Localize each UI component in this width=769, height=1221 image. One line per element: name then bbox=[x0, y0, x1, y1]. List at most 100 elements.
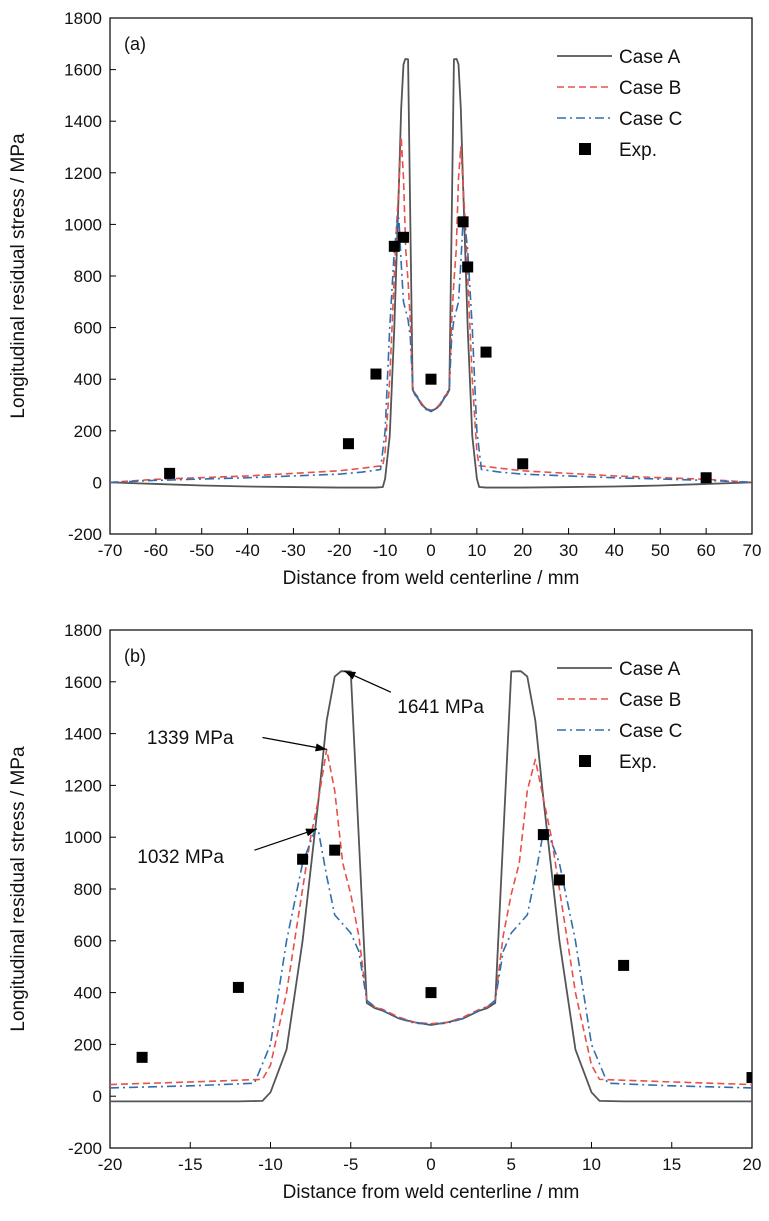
x-tick-label: 20 bbox=[743, 1155, 762, 1174]
exp-marker bbox=[232, 981, 244, 993]
x-tick-label: -20 bbox=[327, 541, 352, 560]
y-tick-label: 200 bbox=[74, 422, 102, 441]
exp-marker bbox=[329, 844, 341, 856]
y-tick-label: 800 bbox=[74, 880, 102, 899]
exp-marker bbox=[370, 368, 382, 380]
exp-marker bbox=[164, 467, 176, 479]
series-line-case-c bbox=[110, 215, 752, 484]
y-tick-label: 1000 bbox=[64, 828, 102, 847]
legend-label: Case B bbox=[619, 690, 681, 711]
y-tick-label: 600 bbox=[74, 319, 102, 338]
exp-marker bbox=[537, 829, 549, 841]
exp-marker bbox=[553, 874, 565, 886]
x-tick-label: -40 bbox=[235, 541, 260, 560]
legend-swatch bbox=[579, 143, 591, 155]
x-tick-label: -10 bbox=[373, 541, 398, 560]
legend: Case A Case B Case C Exp. bbox=[557, 659, 682, 773]
y-tick-label: 1000 bbox=[64, 215, 102, 234]
x-tick-label: -20 bbox=[98, 1155, 123, 1174]
panel-b: -20 -15 -10 -5 0 5 10 15 20 -200 0 200 400 600 800 1000… bbox=[8, 621, 761, 1203]
legend: Case A Case B Case C Exp. bbox=[557, 47, 682, 161]
y-tick-label: 0 bbox=[93, 1087, 102, 1106]
exp-marker bbox=[618, 959, 630, 971]
x-tick-label: 20 bbox=[513, 541, 532, 560]
legend-swatch bbox=[579, 755, 591, 767]
x-tick-label: -5 bbox=[343, 1155, 358, 1174]
annotation-arrow bbox=[254, 828, 318, 851]
y-tick-label: 200 bbox=[74, 1035, 102, 1054]
x-tick-label: 15 bbox=[662, 1155, 681, 1174]
exp-marker bbox=[746, 1072, 752, 1084]
y-tick-label: 0 bbox=[93, 473, 102, 492]
x-tick-label: -15 bbox=[178, 1155, 203, 1174]
y-axis-label: Longitudinal residual stress / MPa bbox=[8, 746, 29, 1032]
x-tick-label: 10 bbox=[467, 541, 486, 560]
legend-label: Case B bbox=[619, 78, 681, 99]
plot-area bbox=[110, 58, 752, 489]
exp-marker bbox=[425, 373, 437, 385]
plot-area bbox=[110, 670, 752, 1103]
annotation-label: 1339 MPa bbox=[147, 728, 234, 749]
x-tick-label: -60 bbox=[144, 541, 169, 560]
legend-label: Exp. bbox=[619, 140, 657, 161]
annotation-label: 1032 MPa bbox=[137, 847, 224, 868]
exp-marker bbox=[342, 438, 354, 450]
exp-marker bbox=[457, 216, 469, 228]
x-tick-label: -10 bbox=[258, 1155, 283, 1174]
x-tick-label: 60 bbox=[697, 541, 716, 560]
legend-label: Exp. bbox=[619, 752, 657, 773]
y-tick-label: 1800 bbox=[64, 9, 102, 28]
legend-label: Case C bbox=[619, 109, 682, 130]
y-tick-label: 1800 bbox=[64, 621, 102, 640]
x-tick-label: -30 bbox=[281, 541, 306, 560]
y-tick-label: 1400 bbox=[64, 112, 102, 131]
x-tick-label: 50 bbox=[651, 541, 670, 560]
y-tick-label: 400 bbox=[74, 370, 102, 389]
series-line-case-b bbox=[110, 136, 752, 484]
x-tick-label: 70 bbox=[743, 541, 762, 560]
x-axis-label: Distance from weld centerline / mm bbox=[283, 568, 580, 589]
x-axis-label: Distance from weld centerline / mm bbox=[283, 1182, 580, 1203]
x-tick-label: 5 bbox=[507, 1155, 516, 1174]
legend-label: Case C bbox=[619, 721, 682, 742]
y-tick-label: 1200 bbox=[64, 164, 102, 183]
exp-marker bbox=[297, 853, 309, 865]
legend-label: Case A bbox=[619, 47, 681, 68]
x-tick-label: -70 bbox=[98, 541, 123, 560]
panel-label: (b) bbox=[124, 646, 146, 666]
exp-marker bbox=[136, 1051, 148, 1063]
x-tick-label: 40 bbox=[605, 541, 624, 560]
annotation-arrowhead bbox=[305, 828, 318, 837]
x-tick-label: 30 bbox=[559, 541, 578, 560]
y-tick-label: 400 bbox=[74, 984, 102, 1003]
y-tick-label: 1400 bbox=[64, 725, 102, 744]
series-line-case-c bbox=[110, 828, 752, 1089]
panel-a: -70 -60 -50 -40 -30 -20 -10 0 10 20 30 40 50 60 70 -200… bbox=[8, 9, 761, 589]
annotation-arrowhead bbox=[315, 743, 327, 752]
exp-marker bbox=[388, 240, 400, 252]
legend-label: Case A bbox=[619, 659, 681, 680]
y-axis-label: Longitudinal residual stress / MPa bbox=[8, 133, 29, 419]
exp-marker bbox=[462, 261, 474, 273]
y-tick-label: 1600 bbox=[64, 61, 102, 80]
exp-marker bbox=[517, 458, 529, 470]
y-tick-label: -200 bbox=[68, 1139, 102, 1158]
exp-marker bbox=[700, 472, 712, 484]
panel-label: (a) bbox=[124, 34, 146, 54]
y-tick-label: 800 bbox=[74, 267, 102, 286]
y-tick-label: -200 bbox=[68, 525, 102, 544]
x-tick-label: 0 bbox=[426, 1155, 435, 1174]
x-tick-label: -50 bbox=[189, 541, 214, 560]
y-tick-label: 1600 bbox=[64, 673, 102, 692]
series-line-case-b bbox=[110, 748, 752, 1086]
exp-marker bbox=[425, 987, 437, 999]
annotation-arrowhead bbox=[344, 671, 357, 680]
x-tick-label: 10 bbox=[582, 1155, 601, 1174]
exp-marker bbox=[480, 346, 492, 358]
x-tick-label: 0 bbox=[426, 541, 435, 560]
y-tick-label: 600 bbox=[74, 932, 102, 951]
exp-marker bbox=[397, 231, 409, 243]
y-tick-label: 1200 bbox=[64, 776, 102, 795]
annotation-label: 1641 MPa bbox=[397, 697, 484, 718]
